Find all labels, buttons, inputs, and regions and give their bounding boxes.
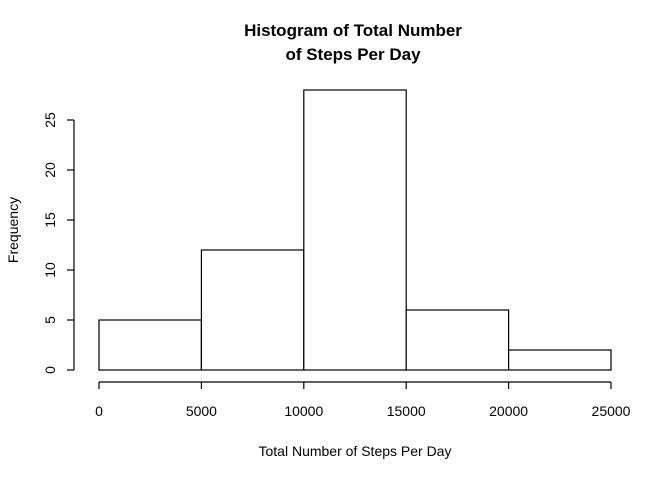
y-tick-label-5: 25 — [42, 112, 58, 128]
x-tick-label-3: 15000 — [387, 403, 426, 419]
x-tick-label-0: 0 — [95, 403, 103, 419]
chart-title-line-1: Histogram of Total Number — [244, 21, 462, 40]
histogram-bar-2 — [303, 89, 407, 371]
x-tick-label-5: 25000 — [592, 403, 631, 419]
x-tick-label-2: 10000 — [284, 403, 323, 419]
y-tick-label-4: 20 — [42, 162, 58, 178]
y-tick-label-2: 10 — [42, 262, 58, 278]
x-axis: 0 5000 10000 15000 20000 25000 — [95, 381, 631, 419]
y-tick-label-1: 5 — [42, 316, 58, 324]
y-axis: 0 5 10 15 20 25 — [42, 112, 75, 374]
x-tick-label-1: 5000 — [186, 403, 217, 419]
histogram-bar-0 — [98, 319, 203, 371]
y-axis-label: Frequency — [5, 197, 21, 263]
histogram-bars — [98, 89, 612, 371]
y-tick-label-0: 0 — [42, 366, 58, 374]
y-tick-label-3: 15 — [42, 212, 58, 228]
x-axis-label: Total Number of Steps Per Day — [259, 443, 452, 459]
chart-title: Histogram of Total Number of Steps Per D… — [244, 21, 462, 64]
histogram-bar-1 — [200, 249, 305, 371]
histogram-bar-3 — [405, 309, 510, 371]
x-tick-label-4: 20000 — [489, 403, 528, 419]
chart-title-line-2: of Steps Per Day — [285, 45, 421, 64]
histogram-bar-4 — [508, 349, 612, 371]
